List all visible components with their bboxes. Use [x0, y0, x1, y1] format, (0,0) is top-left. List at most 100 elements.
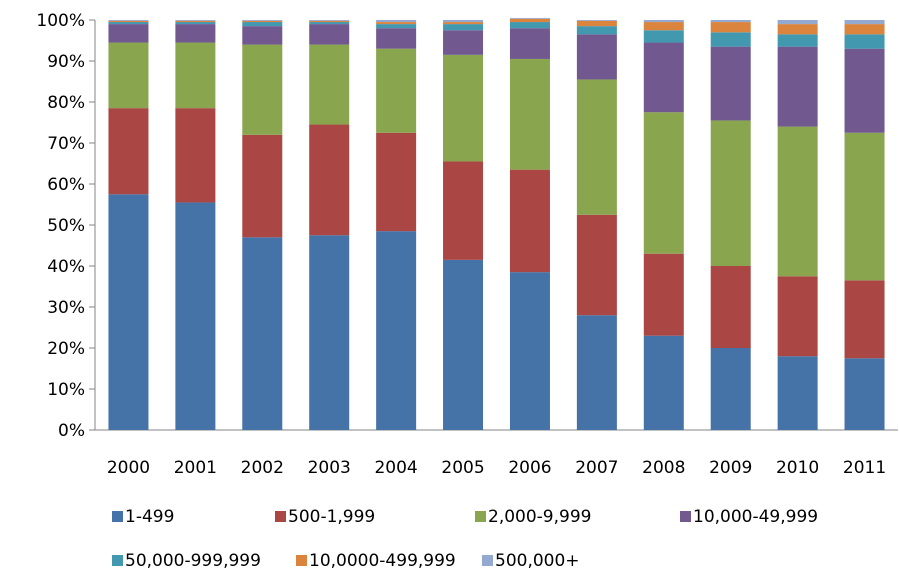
legend-label: 500-1,999 — [288, 507, 375, 527]
x-tick-label: 2003 — [308, 458, 351, 478]
bar-segment-2002-series-2 — [242, 44, 283, 135]
bar-segment-2011-series-4 — [844, 34, 885, 49]
bar-segment-2004-series-1 — [376, 132, 417, 232]
bar-segment-2001-series-5 — [175, 20, 216, 23]
bar-segment-2005-series-5 — [443, 22, 484, 25]
legend-item: 500-1,999 — [275, 507, 375, 527]
bar-segment-2003-series-1 — [309, 124, 350, 236]
y-tick-label: 60% — [47, 175, 85, 195]
legend-item: 1-499 — [112, 507, 174, 527]
y-tick-label: 0% — [58, 421, 85, 441]
bar-segment-2008-series-4 — [643, 30, 684, 43]
bar-segment-2011-series-0 — [844, 358, 885, 430]
bar-segment-2009-series-1 — [710, 266, 751, 348]
y-tick-label: 10% — [47, 380, 85, 400]
bar-segment-2006-series-5 — [509, 18, 550, 23]
legend-swatch — [482, 555, 493, 566]
x-tick-label: 2002 — [241, 458, 284, 478]
bar-segment-2005-series-6 — [443, 20, 484, 23]
tick-labels: 0% 10% 20% 30% 40% 50% 60% 70% 80% 90% 100% 2000 200… — [36, 11, 886, 478]
y-tick-label: 80% — [47, 93, 85, 113]
bar-segment-2009-series-3 — [710, 46, 751, 121]
bar-segment-2006-series-3 — [509, 28, 550, 59]
bar-segment-2008-series-2 — [643, 112, 684, 254]
legend-item: 500,000+ — [482, 551, 580, 571]
y-tick-label: 20% — [47, 339, 85, 359]
legend-item: 10,000-49,999 — [680, 507, 818, 527]
bar-segment-2001-series-4 — [175, 22, 216, 25]
y-tick-label: 30% — [47, 298, 85, 318]
bar-segment-2010-series-6 — [777, 20, 818, 25]
bar-segment-2002-series-3 — [242, 26, 283, 45]
bar-segment-2000-series-2 — [108, 42, 149, 109]
bar-segment-2009-series-5 — [710, 22, 751, 33]
bar-segment-2009-series-4 — [710, 32, 751, 47]
bar-segment-2009-series-6 — [710, 20, 751, 23]
legend-swatch — [475, 511, 486, 522]
legend-label: 500,000+ — [495, 551, 580, 571]
bar-segment-2003-series-5 — [309, 20, 350, 23]
bar-segment-2002-series-6 — [242, 20, 283, 21]
x-tick-label: 2008 — [642, 458, 685, 478]
bar-segment-2008-series-3 — [643, 42, 684, 113]
bar-segment-2007-series-2 — [576, 79, 617, 215]
x-tick-label: 2001 — [174, 458, 217, 478]
bar-segment-2002-series-1 — [242, 134, 283, 238]
legend-swatch — [680, 511, 691, 522]
bar-segment-2000-series-3 — [108, 24, 149, 43]
bar-segment-2011-series-6 — [844, 20, 885, 25]
bar-segment-2005-series-4 — [443, 24, 484, 31]
bar-segment-2003-series-3 — [309, 24, 350, 45]
legend-swatch — [275, 511, 286, 522]
bar-segment-2003-series-0 — [309, 235, 350, 430]
legend: 1-499 500-1,999 2,000-9,999 10,000-49,999 50… — [112, 507, 818, 571]
bar-segment-2006-series-2 — [509, 58, 550, 170]
bar-segment-2000-series-0 — [108, 194, 149, 430]
legend-label: 50,000-999,999 — [125, 551, 261, 571]
legend-item: 2,000-9,999 — [475, 507, 591, 527]
bar-segment-2005-series-2 — [443, 54, 484, 162]
y-tick-label: 40% — [47, 257, 85, 277]
bar-segment-2001-series-6 — [175, 20, 216, 21]
bar-segment-2000-series-6 — [108, 20, 149, 21]
bar-segment-2010-series-4 — [777, 34, 818, 47]
bar-segment-2010-series-0 — [777, 356, 818, 430]
y-tick-label: 50% — [47, 216, 85, 236]
bar-segment-2004-series-2 — [376, 48, 417, 133]
legend-swatch — [112, 555, 123, 566]
bar-segment-2011-series-1 — [844, 280, 885, 359]
legend-swatch — [112, 511, 123, 522]
bar-segment-2004-series-3 — [376, 28, 417, 49]
bar-segment-2009-series-2 — [710, 120, 751, 266]
bars — [108, 17, 885, 430]
y-tick-label: 90% — [47, 52, 85, 72]
bar-segment-2000-series-4 — [108, 22, 149, 25]
bar-segment-2007-series-4 — [576, 26, 617, 35]
bar-segment-2011-series-3 — [844, 48, 885, 133]
bar-segment-2010-series-1 — [777, 276, 818, 357]
bar-segment-2010-series-5 — [777, 24, 818, 35]
bar-segment-2005-series-3 — [443, 30, 484, 55]
x-tick-label: 2006 — [508, 458, 551, 478]
bar-segment-2002-series-5 — [242, 20, 283, 23]
bar-segment-2002-series-4 — [242, 22, 283, 27]
bar-segment-2002-series-0 — [242, 237, 283, 430]
x-tick-label: 2004 — [374, 458, 417, 478]
bar-segment-2000-series-5 — [108, 20, 149, 23]
x-tick-label: 2005 — [441, 458, 484, 478]
y-tick-label: 70% — [47, 134, 85, 154]
bar-segment-2003-series-4 — [309, 22, 350, 25]
bar-segment-2003-series-6 — [309, 20, 350, 21]
bar-segment-2006-series-1 — [509, 169, 550, 273]
bar-segment-2007-series-0 — [576, 315, 617, 430]
bar-segment-2006-series-4 — [509, 22, 550, 29]
bar-segment-2011-series-2 — [844, 132, 885, 281]
bar-segment-2008-series-5 — [643, 22, 684, 31]
bar-segment-2001-series-2 — [175, 42, 216, 109]
bar-segment-2001-series-0 — [175, 202, 216, 430]
bar-segment-2007-series-1 — [576, 214, 617, 316]
bar-segment-2009-series-0 — [710, 348, 751, 430]
bar-segment-2001-series-3 — [175, 24, 216, 43]
